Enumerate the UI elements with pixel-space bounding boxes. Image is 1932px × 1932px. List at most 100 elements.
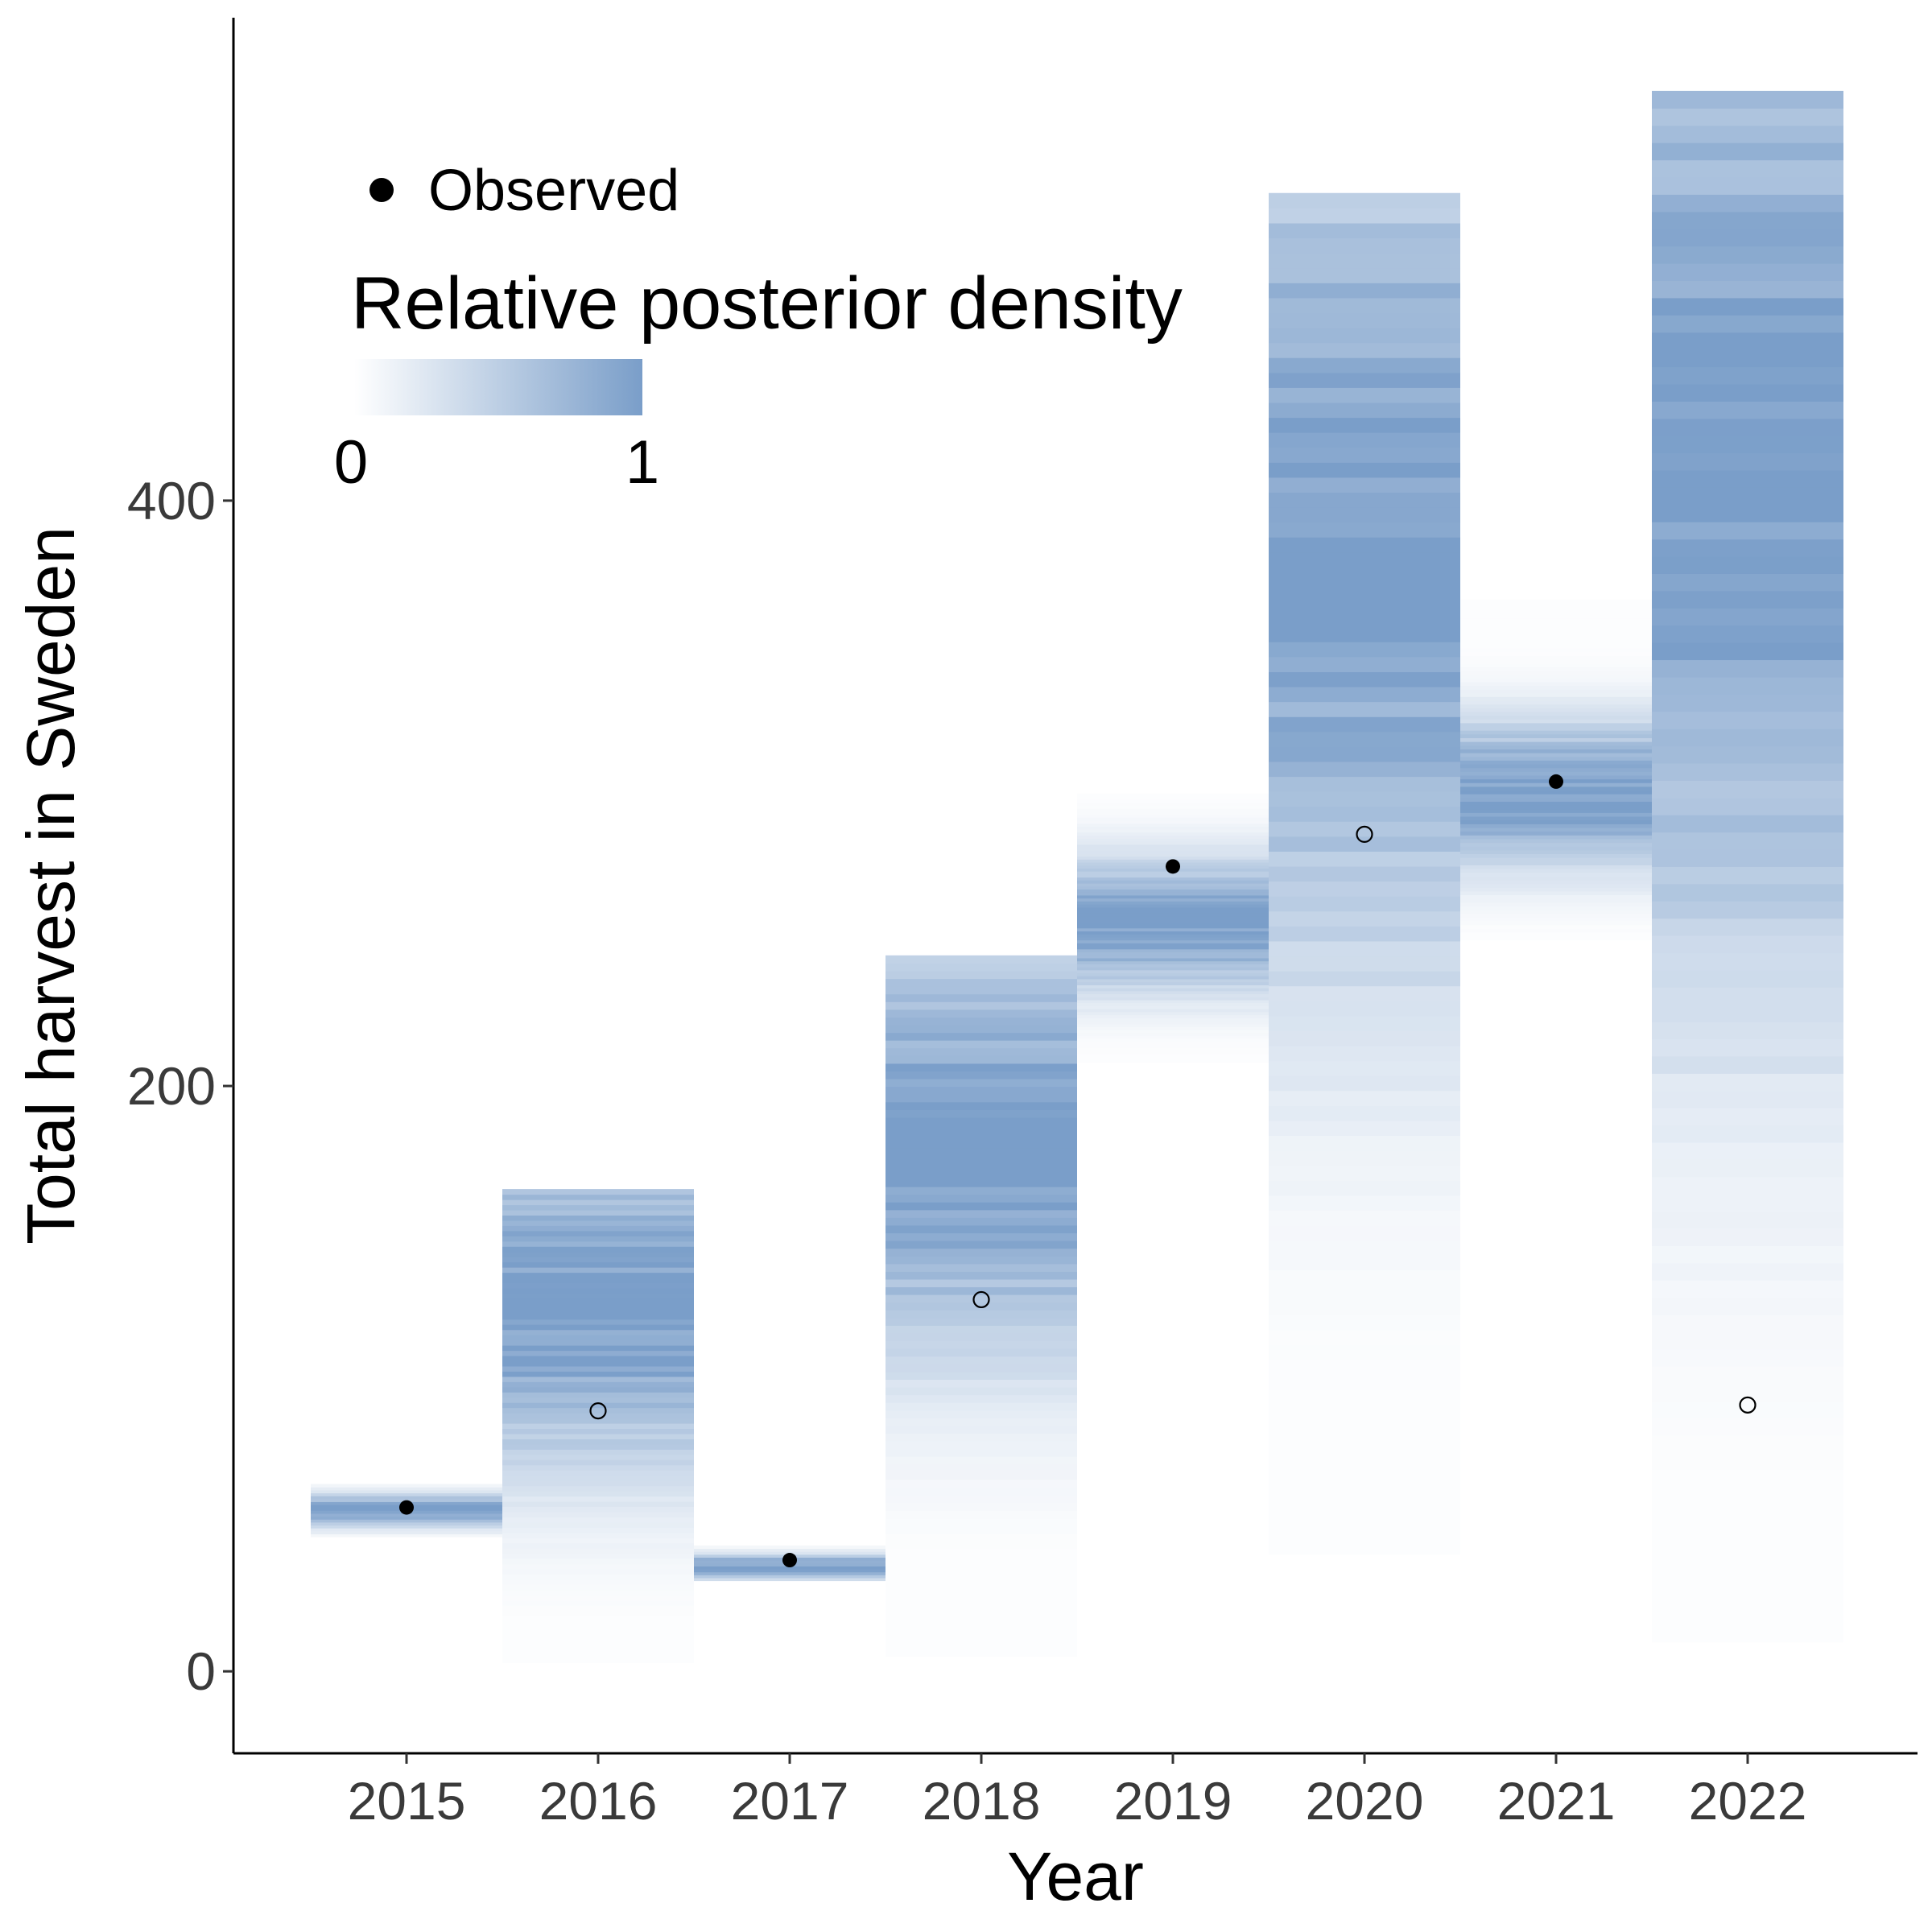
density-band xyxy=(502,1350,694,1356)
density-band xyxy=(886,1649,1077,1657)
density-band xyxy=(1077,943,1269,947)
density-band xyxy=(1652,590,1843,609)
density-band xyxy=(1652,1401,1843,1419)
density-band xyxy=(1460,737,1652,742)
density-band xyxy=(1269,746,1460,762)
density-band xyxy=(1652,1280,1843,1298)
density-band xyxy=(1077,976,1269,980)
density-band xyxy=(886,1009,1077,1018)
density-band xyxy=(1077,892,1269,896)
density-band xyxy=(1460,861,1652,865)
density-band xyxy=(1652,315,1843,333)
density-band xyxy=(502,1257,694,1263)
density-band xyxy=(502,1464,694,1471)
density-band xyxy=(886,1340,1077,1349)
estimated-point-2016 xyxy=(589,1402,607,1420)
density-band xyxy=(1460,640,1652,645)
density-band xyxy=(1077,999,1269,1004)
density-band xyxy=(1269,1285,1460,1301)
density-band xyxy=(886,1094,1077,1103)
density-band xyxy=(1077,1035,1269,1039)
density-band xyxy=(1652,1194,1843,1212)
density-band xyxy=(1652,159,1843,178)
density-band xyxy=(1460,921,1652,926)
density-band xyxy=(886,1618,1077,1627)
density-band xyxy=(502,1225,694,1232)
density-band xyxy=(1652,1108,1843,1126)
density-band xyxy=(1269,791,1460,807)
density-band xyxy=(1077,990,1269,995)
density-band xyxy=(694,1545,886,1550)
density-band xyxy=(1269,1479,1460,1496)
density-band xyxy=(1460,606,1652,612)
density-band xyxy=(1652,1090,1843,1108)
density-band xyxy=(1077,1026,1269,1030)
density-band xyxy=(1077,880,1269,884)
density-band xyxy=(1460,681,1652,686)
density-band xyxy=(886,1494,1077,1504)
y-tick-label: 400 xyxy=(127,471,216,530)
legend-observed-label: Observed xyxy=(428,159,679,223)
density-band xyxy=(1460,704,1652,708)
density-band xyxy=(886,1472,1077,1480)
density-band xyxy=(886,1241,1077,1249)
density-band xyxy=(886,1463,1077,1472)
density-band xyxy=(502,1204,694,1211)
density-band xyxy=(1460,790,1652,795)
density-band xyxy=(1652,952,1843,971)
density-band xyxy=(1077,906,1269,911)
density-band xyxy=(502,1220,694,1226)
density-band xyxy=(1460,931,1652,937)
density-band xyxy=(1269,1449,1460,1465)
density-band xyxy=(1460,760,1652,765)
density-band xyxy=(1460,689,1652,694)
density-band xyxy=(1077,913,1269,917)
density-band xyxy=(1652,1348,1843,1367)
density-layer xyxy=(311,90,1843,1663)
density-band xyxy=(1269,417,1460,433)
density-band xyxy=(1652,452,1843,471)
density-band xyxy=(886,1055,1077,1064)
density-band xyxy=(502,1324,694,1331)
density-band xyxy=(886,1179,1077,1187)
density-band xyxy=(1077,964,1269,968)
density-band xyxy=(1652,1315,1843,1333)
density-band xyxy=(1077,1018,1269,1022)
density-band xyxy=(1269,1240,1460,1256)
density-band xyxy=(886,1510,1077,1519)
density-band xyxy=(886,1525,1077,1534)
density-band xyxy=(1077,936,1269,941)
density-band xyxy=(502,1209,694,1216)
density-band xyxy=(1652,383,1843,402)
density-band xyxy=(1652,194,1843,213)
density-band xyxy=(886,1278,1077,1288)
density-band xyxy=(1077,1041,1269,1046)
density-band xyxy=(1460,670,1652,675)
density-band xyxy=(886,1541,1077,1550)
density-band xyxy=(1077,988,1269,992)
density-band xyxy=(502,1527,694,1534)
density-band xyxy=(1652,642,1843,661)
density-band xyxy=(502,1595,694,1601)
density-band xyxy=(1077,993,1269,997)
density-band xyxy=(1652,883,1843,902)
density-band xyxy=(1269,327,1460,344)
density-band xyxy=(1460,808,1652,813)
density-band xyxy=(886,1548,1077,1558)
density-band xyxy=(1652,1262,1843,1281)
density-band xyxy=(886,1418,1077,1426)
density-band xyxy=(1077,967,1269,971)
density-band xyxy=(502,1485,694,1492)
density-band xyxy=(502,1376,694,1382)
density-band xyxy=(1269,761,1460,778)
density-band xyxy=(1460,647,1652,653)
density-band xyxy=(502,1631,694,1637)
density-band xyxy=(1269,597,1460,613)
density-band xyxy=(1460,614,1652,619)
density-band xyxy=(886,1633,1077,1642)
density-band xyxy=(1652,539,1843,557)
density-band xyxy=(1652,1573,1843,1591)
density-band xyxy=(1269,1030,1460,1046)
density-band xyxy=(1460,794,1652,799)
density-band xyxy=(502,1199,694,1206)
